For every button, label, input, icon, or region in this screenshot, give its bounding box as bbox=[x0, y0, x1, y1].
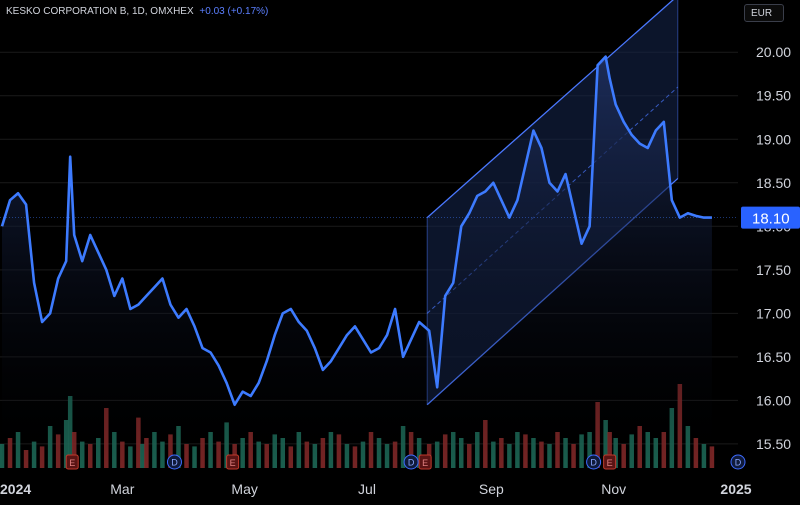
dividend-marker: D bbox=[586, 454, 602, 470]
x-tick-label: Sep bbox=[479, 481, 504, 497]
y-tick-label: 17.00 bbox=[756, 305, 791, 321]
currency-button[interactable]: EUR bbox=[744, 4, 784, 22]
earnings-marker: E bbox=[65, 454, 79, 470]
earnings-marker-label: E bbox=[69, 458, 75, 468]
y-tick-label: 15.50 bbox=[756, 436, 791, 452]
y-tick-label: 19.00 bbox=[756, 131, 791, 147]
earnings-marker-label: E bbox=[230, 458, 236, 468]
y-tick-label: 17.50 bbox=[756, 262, 791, 278]
price-change: +0.03 (+0.17%) bbox=[199, 6, 269, 17]
earnings-marker-label: E bbox=[607, 458, 613, 468]
y-tick-label: 19.50 bbox=[756, 88, 791, 104]
x-tick-label: Mar bbox=[110, 481, 134, 497]
dividend-marker-label: D bbox=[408, 458, 415, 468]
x-tick-label: 2024 bbox=[0, 481, 31, 497]
last-price-tag bbox=[741, 206, 800, 229]
dividend-marker: D bbox=[166, 454, 182, 470]
y-tick-label: 18.50 bbox=[756, 175, 791, 191]
earnings-marker: E bbox=[418, 454, 432, 470]
dividend-marker-label: D bbox=[171, 458, 178, 468]
x-tick-label: Jul bbox=[358, 481, 376, 497]
x-tick-label: Nov bbox=[601, 481, 626, 497]
channel-upper-line bbox=[426, 0, 674, 219]
chart-header: KESKO CORPORATION B, 1D, OMXHEX +0.03 (+… bbox=[6, 6, 268, 17]
earnings-marker-label: E bbox=[422, 458, 428, 468]
dividend-marker-label: D bbox=[735, 458, 742, 468]
y-tick-label: 20.00 bbox=[756, 44, 791, 60]
y-tick-label: 16.50 bbox=[756, 349, 791, 365]
dividend-marker: D bbox=[403, 454, 419, 470]
last-price-label: 18.10 bbox=[752, 211, 790, 228]
price-line bbox=[0, 55, 712, 407]
earnings-marker: E bbox=[603, 454, 617, 470]
dividend-marker: D bbox=[730, 454, 746, 470]
x-tick-label: 2025 bbox=[720, 481, 751, 497]
x-tick-label: May bbox=[231, 481, 257, 497]
price-area bbox=[2, 56, 712, 471]
symbol-title: KESKO CORPORATION B, 1D, OMXHEX bbox=[6, 6, 194, 17]
dividend-marker-label: D bbox=[590, 458, 597, 468]
earnings-marker: E bbox=[226, 454, 240, 470]
y-tick-label: 16.00 bbox=[756, 392, 791, 408]
